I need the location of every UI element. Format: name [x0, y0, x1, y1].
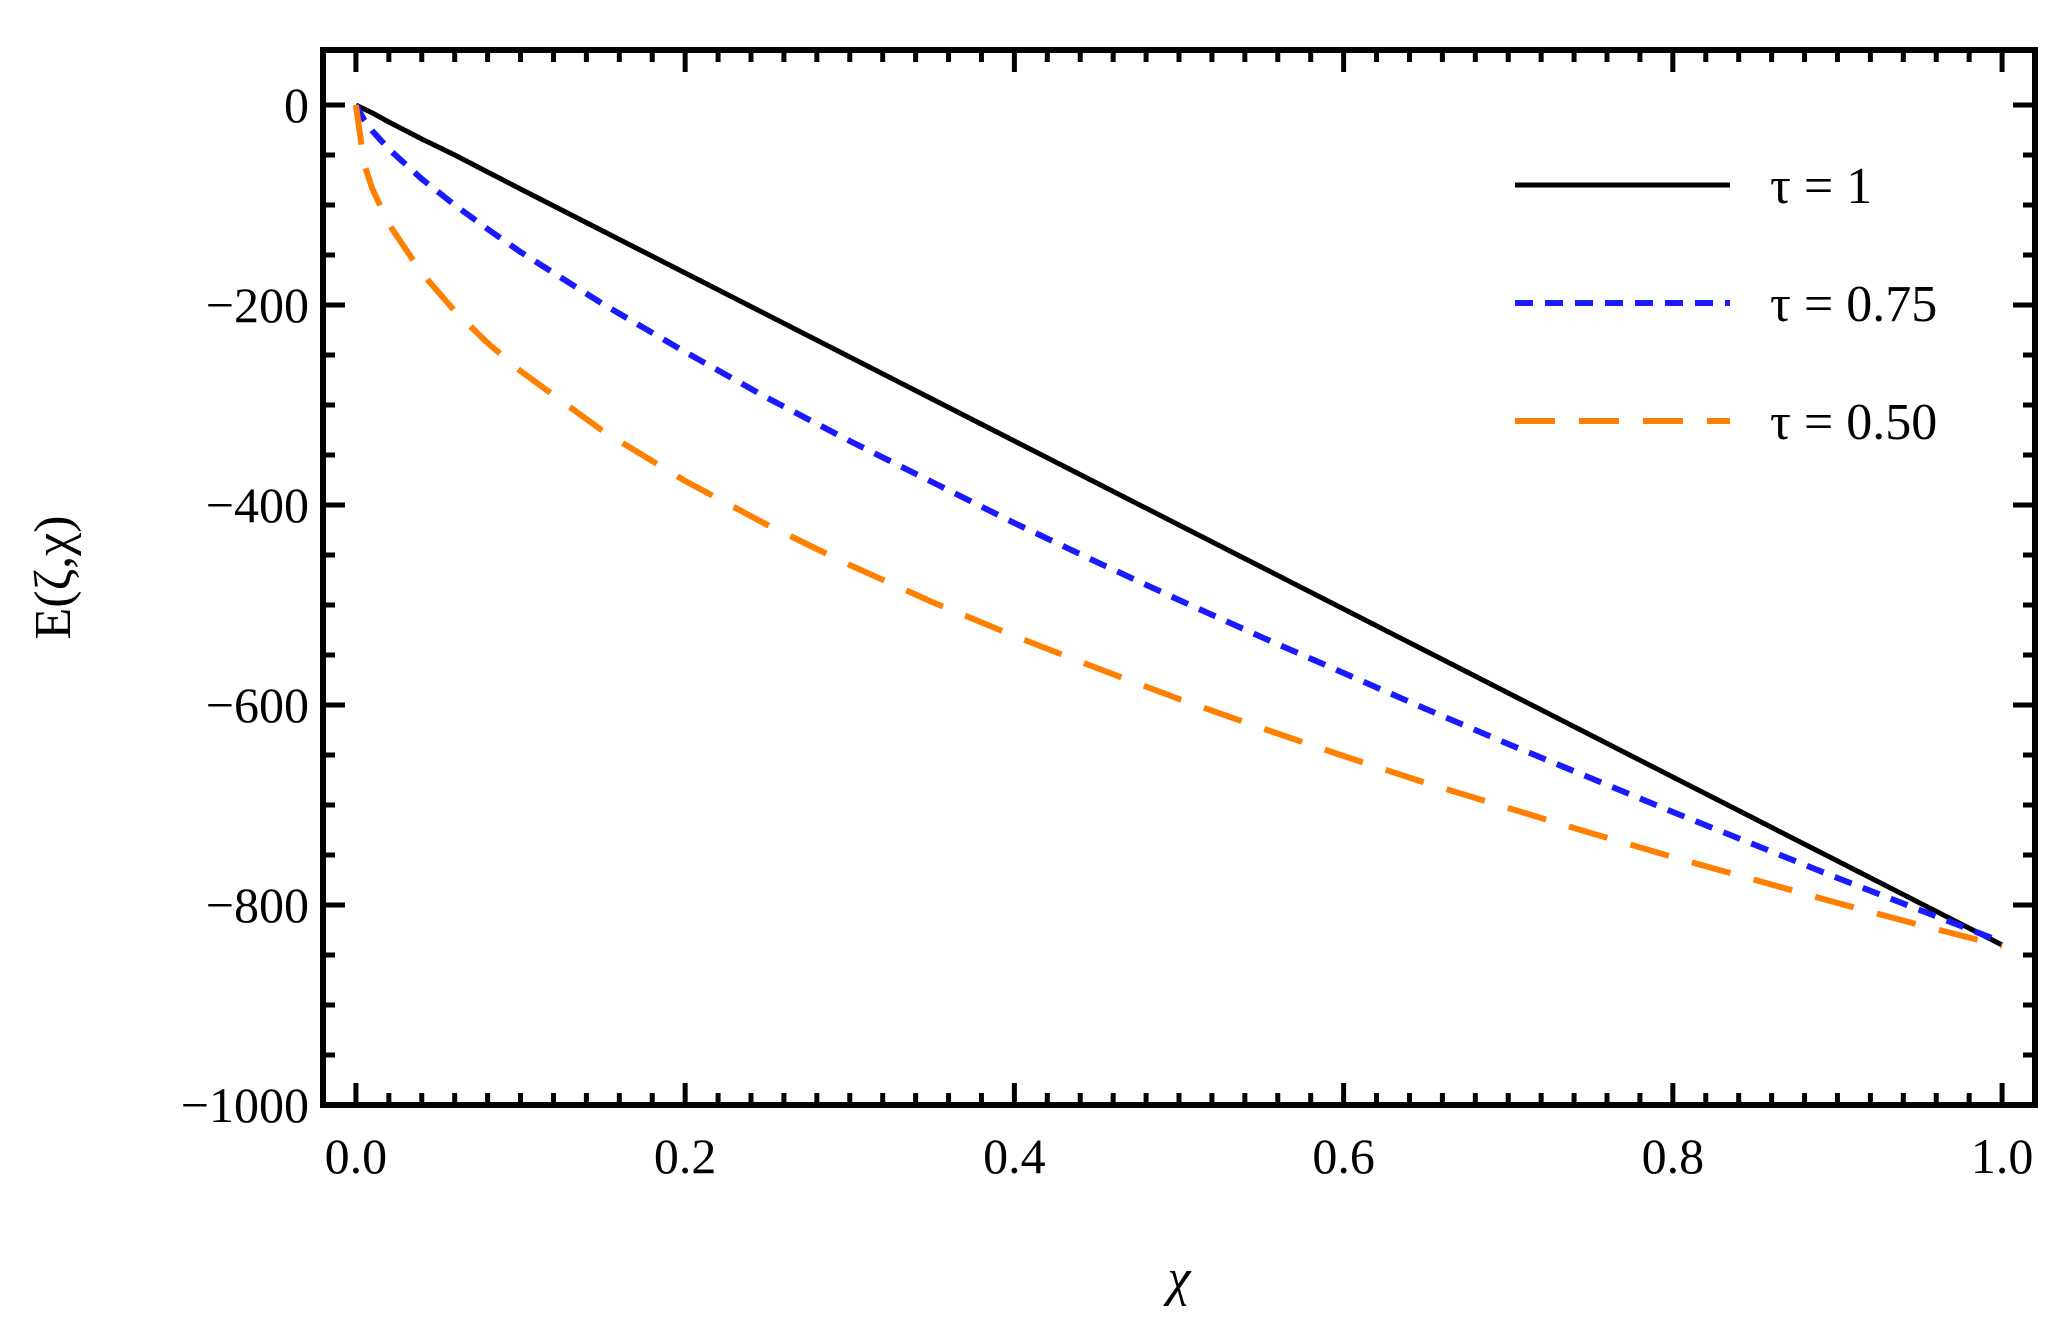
y-tick-label: −400 — [206, 477, 309, 533]
x-tick-label: 0.4 — [983, 1128, 1046, 1184]
legend-label-3: τ = 0.50 — [1770, 394, 1937, 451]
x-tick-label: 0.2 — [654, 1128, 717, 1184]
x-tick-label: 1.0 — [1971, 1128, 2034, 1184]
x-axis-label: χ — [1163, 1250, 1192, 1307]
x-tick-label: 0.0 — [325, 1128, 388, 1184]
y-tick-label: −1000 — [181, 1077, 309, 1133]
series-layer — [352, 102, 2004, 949]
y-tick-label: 0 — [284, 77, 309, 133]
y-tick-label: −800 — [206, 877, 309, 933]
legend: τ = 1 τ = 0.75 τ = 0.50 — [1515, 158, 1937, 451]
x-tick-label: 0.8 — [1642, 1128, 1705, 1184]
y-tick-label: −200 — [206, 277, 309, 333]
y-axis-label: E(ζ,χ) — [25, 515, 82, 639]
legend-label-2: τ = 0.75 — [1770, 276, 1937, 333]
y-tick-label: −600 — [206, 677, 309, 733]
tick-labels: 0.0 0.2 0.4 0.6 0.8 1.0 0 −200 −400 −600 −800 −1000 — [181, 77, 2034, 1184]
series-line-2 — [353, 103, 2004, 945]
x-tick-label: 0.6 — [1312, 1128, 1375, 1184]
legend-label-1: τ = 1 — [1770, 158, 1872, 215]
series-line-1 — [354, 102, 2004, 948]
series-line-3 — [352, 104, 2003, 949]
axis-ticks — [323, 50, 2035, 1108]
